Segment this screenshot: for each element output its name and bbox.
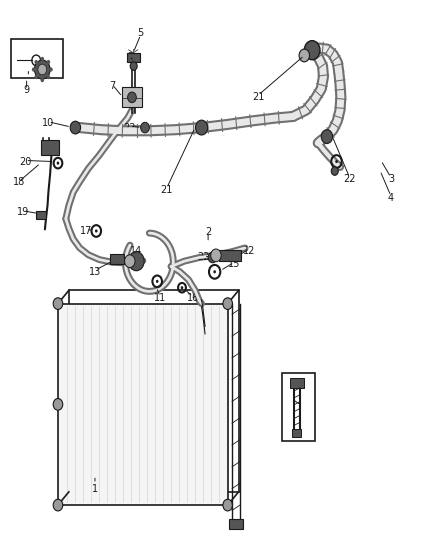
- Circle shape: [223, 499, 233, 511]
- Circle shape: [41, 57, 44, 61]
- Text: 4: 4: [388, 192, 394, 203]
- Text: 13: 13: [89, 267, 101, 277]
- Text: 21: 21: [161, 184, 173, 195]
- Text: 8: 8: [16, 44, 22, 53]
- Circle shape: [95, 229, 98, 232]
- Text: 10: 10: [42, 118, 54, 128]
- Circle shape: [35, 60, 50, 79]
- Text: 17: 17: [80, 226, 92, 236]
- Circle shape: [38, 64, 47, 75]
- Bar: [11, 38, 63, 78]
- Text: 14: 14: [130, 246, 142, 256]
- Bar: [41, 140, 59, 155]
- Circle shape: [53, 499, 63, 511]
- Circle shape: [223, 298, 233, 310]
- Text: 12: 12: [243, 246, 256, 256]
- Circle shape: [304, 41, 320, 60]
- Text: 16: 16: [187, 293, 199, 303]
- Bar: [36, 212, 46, 219]
- Text: 22: 22: [198, 253, 210, 262]
- Circle shape: [127, 92, 136, 103]
- Text: 7: 7: [109, 81, 116, 91]
- Circle shape: [321, 130, 332, 143]
- Text: 6: 6: [127, 52, 133, 62]
- Text: 18: 18: [13, 176, 25, 187]
- Bar: [219, 249, 241, 261]
- Circle shape: [335, 160, 338, 163]
- Bar: [110, 254, 124, 264]
- Text: 1: 1: [92, 484, 98, 494]
- Text: 22: 22: [124, 123, 136, 133]
- Text: 8: 8: [25, 66, 32, 75]
- Circle shape: [141, 122, 149, 133]
- Text: 3: 3: [388, 174, 394, 184]
- Text: 22: 22: [343, 174, 356, 184]
- Circle shape: [213, 270, 216, 273]
- Bar: [293, 429, 301, 437]
- Circle shape: [130, 62, 137, 70]
- Circle shape: [47, 60, 50, 64]
- Circle shape: [331, 167, 338, 175]
- Circle shape: [53, 298, 63, 310]
- Circle shape: [128, 252, 144, 271]
- Circle shape: [208, 252, 217, 263]
- Text: 19: 19: [17, 207, 29, 217]
- Circle shape: [35, 60, 38, 64]
- Circle shape: [70, 121, 81, 134]
- Text: 20: 20: [19, 157, 32, 166]
- Text: 15: 15: [228, 259, 240, 269]
- Bar: [122, 87, 142, 108]
- Text: 21: 21: [252, 92, 265, 102]
- Circle shape: [32, 67, 35, 71]
- Circle shape: [156, 280, 159, 283]
- Polygon shape: [58, 304, 228, 505]
- Bar: [290, 378, 304, 389]
- Circle shape: [41, 78, 44, 82]
- Circle shape: [195, 120, 208, 135]
- Circle shape: [57, 161, 59, 165]
- Text: 9: 9: [24, 85, 30, 95]
- Circle shape: [35, 75, 38, 79]
- Circle shape: [211, 249, 221, 262]
- Text: 2: 2: [205, 227, 211, 237]
- Text: 23: 23: [296, 402, 308, 412]
- Bar: [282, 373, 315, 441]
- Circle shape: [53, 399, 63, 410]
- Circle shape: [299, 49, 310, 62]
- Circle shape: [49, 67, 53, 71]
- Circle shape: [181, 286, 184, 289]
- Bar: [229, 520, 244, 529]
- Circle shape: [124, 255, 135, 268]
- Text: 5: 5: [138, 28, 144, 38]
- Text: 11: 11: [154, 293, 166, 303]
- Bar: [127, 53, 140, 62]
- Circle shape: [47, 75, 50, 79]
